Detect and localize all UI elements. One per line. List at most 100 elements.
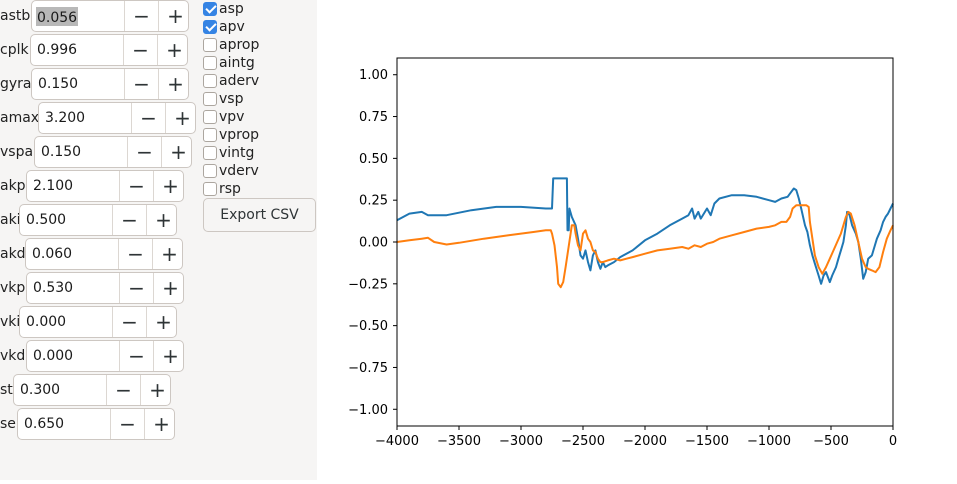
checkbox-label: aprop <box>219 37 260 53</box>
y-tick-label: 0.00 <box>359 236 388 251</box>
akp-decrement-button[interactable]: − <box>119 171 153 201</box>
param-label: cplk <box>0 42 29 58</box>
checkbox-label: aderv <box>219 73 260 89</box>
vkp-spinbutton: −+ <box>26 272 184 304</box>
amax-increment-button[interactable]: + <box>165 103 199 133</box>
akd-spinbutton: −+ <box>25 238 183 270</box>
cplk-spinbutton: −+ <box>30 34 188 66</box>
param-label: vspa <box>0 144 34 160</box>
vki-decrement-button[interactable]: − <box>112 307 146 337</box>
vkd-increment-button[interactable]: + <box>153 341 187 371</box>
amax-decrement-button[interactable]: − <box>131 103 165 133</box>
akp-input[interactable] <box>27 171 119 201</box>
plot-area: −4000 −3500 −3000 −2500 −2000 −1500 −1000 −500 0… <box>317 0 957 480</box>
param-label: amax <box>0 110 40 126</box>
checkbox-label: vderv <box>219 163 259 179</box>
vki-spinbutton: −+ <box>19 306 177 338</box>
param-label: vkd <box>0 348 26 364</box>
checkbox-box[interactable] <box>203 146 217 160</box>
amax-input[interactable] <box>39 103 131 133</box>
cplk-input[interactable] <box>31 35 123 65</box>
se-increment-button[interactable]: + <box>144 409 178 439</box>
checkbox-box[interactable] <box>203 38 217 52</box>
x-tick-label: −1500 <box>685 434 729 449</box>
checkbox-box[interactable] <box>203 164 217 178</box>
vkp-decrement-button[interactable]: − <box>119 273 153 303</box>
checkbox-box[interactable] <box>203 128 217 142</box>
param-label: astb <box>0 8 31 24</box>
aki-decrement-button[interactable]: − <box>112 205 146 235</box>
gyra-increment-button[interactable]: + <box>158 69 192 99</box>
y-tick-label: −0.50 <box>348 319 388 334</box>
text-selection-highlight: 0.056 <box>36 7 79 26</box>
astb-input[interactable]: 0.056 <box>37 10 78 26</box>
param-label: gyra <box>0 76 32 92</box>
aki-spinbutton: −+ <box>19 204 177 236</box>
x-tick-label: −3500 <box>437 434 481 449</box>
vki-input[interactable] <box>20 307 112 337</box>
vkd-input[interactable] <box>27 341 119 371</box>
akd-decrement-button[interactable]: − <box>118 239 152 269</box>
x-tick-label: −1000 <box>747 434 791 449</box>
x-tick-label: −2000 <box>623 434 667 449</box>
x-tick-label: −2500 <box>561 434 605 449</box>
st-input[interactable] <box>14 375 106 405</box>
y-tick-label: 0.75 <box>359 110 388 125</box>
series-line-1 <box>396 204 894 289</box>
y-tick-label: −0.75 <box>348 361 388 376</box>
x-tick-label: −3000 <box>499 434 543 449</box>
cplk-decrement-button[interactable]: − <box>123 35 157 65</box>
y-tick-label: −1.00 <box>348 403 388 418</box>
checkbox-label: vprop <box>219 127 260 143</box>
vki-increment-button[interactable]: + <box>146 307 180 337</box>
gyra-spinbutton: −+ <box>31 68 189 100</box>
vkp-increment-button[interactable]: + <box>153 273 187 303</box>
x-tick-label: −500 <box>813 434 849 449</box>
checkmark-icon[interactable] <box>203 2 217 16</box>
se-input[interactable] <box>18 409 110 439</box>
checkbox-box[interactable] <box>203 56 217 70</box>
cplk-increment-button[interactable]: + <box>157 35 191 65</box>
vkp-input[interactable] <box>27 273 119 303</box>
aki-input[interactable] <box>20 205 112 235</box>
vspa-decrement-button[interactable]: − <box>127 137 161 167</box>
series-line-0 <box>396 177 894 285</box>
checkmark-icon[interactable] <box>203 20 217 34</box>
line-chart: −4000 −3500 −3000 −2500 −2000 −1500 −1000 −500 0… <box>348 57 897 449</box>
checkbox-box[interactable] <box>203 182 217 196</box>
akd-input[interactable] <box>26 239 118 269</box>
st-decrement-button[interactable]: − <box>106 375 140 405</box>
st-spinbutton: −+ <box>13 374 171 406</box>
vspa-input[interactable] <box>35 137 127 167</box>
astb-decrement-button[interactable]: − <box>124 1 158 31</box>
y-tick-label: 0.50 <box>359 152 388 167</box>
st-increment-button[interactable]: + <box>140 375 174 405</box>
y-tick-label: −0.25 <box>348 277 388 292</box>
checkbox-label: vpv <box>219 109 245 125</box>
checkbox-label: asp <box>219 1 244 17</box>
y-tick-label: 1.00 <box>359 68 388 83</box>
vspa-spinbutton: −+ <box>34 136 192 168</box>
akp-increment-button[interactable]: + <box>153 171 187 201</box>
checkbox-label: rsp <box>219 181 241 197</box>
se-decrement-button[interactable]: − <box>110 409 144 439</box>
akp-spinbutton: −+ <box>26 170 184 202</box>
checkbox-box[interactable] <box>203 110 217 124</box>
astb-spinbutton: 0.056 − + <box>31 0 189 32</box>
checkbox-box[interactable] <box>203 74 217 88</box>
gyra-input[interactable] <box>32 69 124 99</box>
se-spinbutton: −+ <box>17 408 175 440</box>
param-label: se <box>0 416 16 432</box>
vspa-increment-button[interactable]: + <box>161 137 195 167</box>
checkbox-label: aintg <box>219 55 255 71</box>
param-label: akp <box>0 178 26 194</box>
gyra-decrement-button[interactable]: − <box>124 69 158 99</box>
astb-increment-button[interactable]: + <box>158 1 192 31</box>
param-label: st <box>0 382 13 398</box>
vkd-decrement-button[interactable]: − <box>119 341 153 371</box>
amax-spinbutton: −+ <box>38 102 196 134</box>
export-csv-button[interactable]: Export CSV <box>203 198 316 232</box>
aki-increment-button[interactable]: + <box>146 205 180 235</box>
akd-increment-button[interactable]: + <box>152 239 186 269</box>
checkbox-box[interactable] <box>203 92 217 106</box>
